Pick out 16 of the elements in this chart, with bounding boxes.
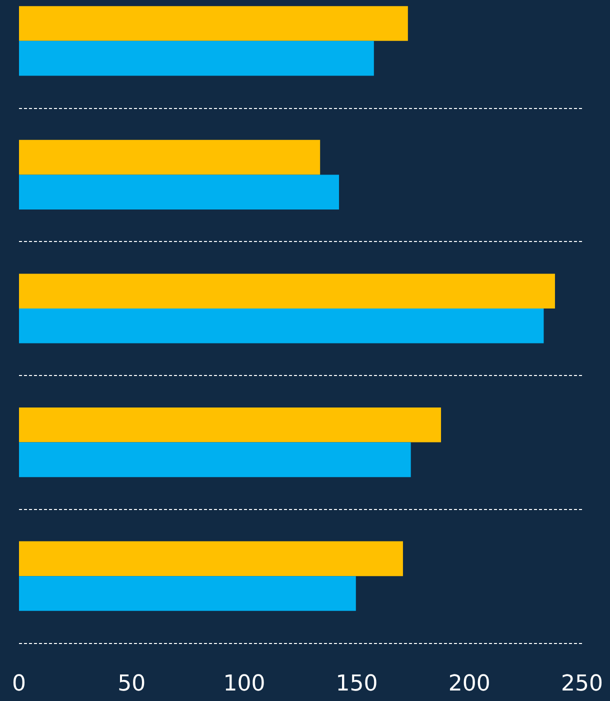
x-tick-label: 0 (12, 672, 26, 696)
bar (19, 40, 374, 76)
x-tick-label: 100 (223, 672, 266, 696)
bar (19, 408, 442, 442)
bar (19, 442, 411, 478)
bar (19, 140, 320, 175)
bar (19, 174, 340, 210)
bar (19, 576, 356, 611)
bar (19, 274, 555, 308)
bar (19, 541, 403, 576)
x-tick-label: 50 (118, 672, 146, 696)
bar (19, 6, 408, 41)
x-tick-label: 150 (336, 672, 378, 696)
x-tick-label: 200 (448, 672, 490, 696)
x-tick-label: 250 (561, 672, 603, 696)
bar (19, 308, 544, 344)
